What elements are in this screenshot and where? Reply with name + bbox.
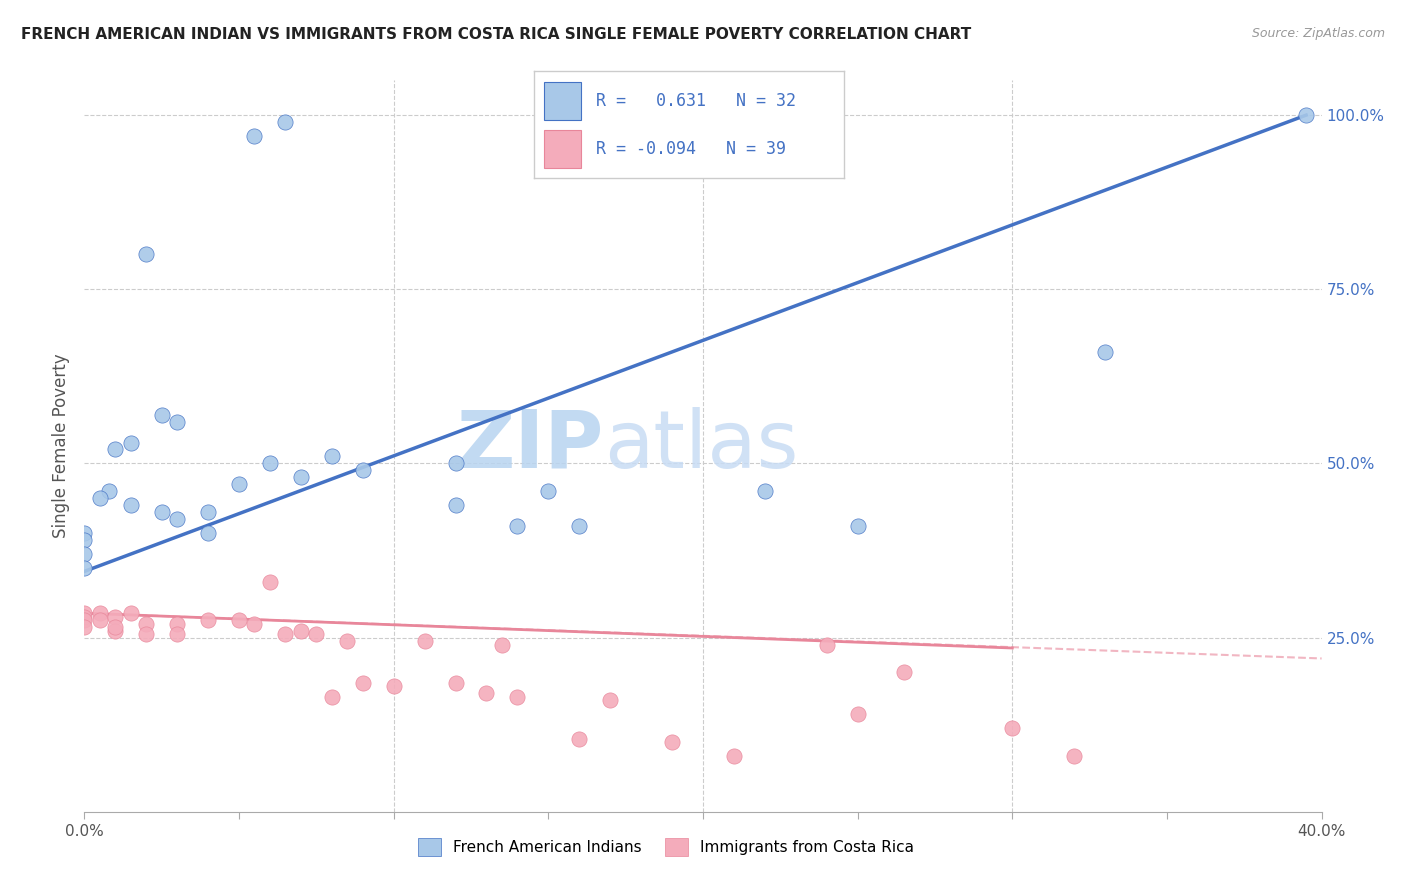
Point: [89, 491, 111, 506]
Point: [89, 613, 111, 627]
Point: [893, 665, 915, 680]
Point: [444, 676, 467, 690]
Point: [259, 457, 281, 471]
Point: [120, 606, 142, 620]
Point: [135, 627, 157, 641]
Point: [506, 519, 529, 533]
Point: [413, 634, 436, 648]
Point: [150, 505, 173, 519]
Point: [73, 606, 96, 620]
Point: [89, 606, 111, 620]
Point: [1001, 721, 1024, 735]
Point: [73, 620, 96, 634]
Point: [1063, 749, 1085, 764]
Point: [243, 616, 266, 631]
Point: [1295, 108, 1317, 122]
Point: [73, 547, 96, 561]
FancyBboxPatch shape: [544, 130, 581, 168]
Point: [73, 526, 96, 541]
Point: [120, 435, 142, 450]
Point: [599, 693, 621, 707]
Point: [243, 128, 266, 143]
Point: [73, 561, 96, 575]
FancyBboxPatch shape: [544, 82, 581, 120]
Point: [73, 609, 96, 624]
Point: [475, 686, 498, 700]
Point: [506, 690, 529, 704]
Point: [491, 638, 513, 652]
Point: [104, 620, 127, 634]
Point: [568, 519, 591, 533]
Point: [537, 484, 560, 499]
Point: [846, 519, 869, 533]
Point: [197, 613, 219, 627]
Point: [166, 616, 188, 631]
Point: [150, 408, 173, 422]
Point: [382, 679, 405, 693]
Point: [274, 627, 297, 641]
Point: [290, 624, 312, 638]
Point: [846, 707, 869, 722]
Point: [98, 484, 121, 499]
Point: [259, 574, 281, 589]
Point: [104, 624, 127, 638]
Point: [321, 450, 343, 464]
Point: [321, 690, 343, 704]
Point: [197, 526, 219, 541]
Point: [815, 638, 838, 652]
Point: [723, 749, 745, 764]
Point: [104, 609, 127, 624]
Point: [166, 627, 188, 641]
Text: atlas: atlas: [605, 407, 799, 485]
Point: [352, 676, 374, 690]
Point: [661, 735, 683, 749]
Point: [228, 477, 250, 491]
Point: [73, 613, 96, 627]
Point: [568, 731, 591, 746]
Text: Source: ZipAtlas.com: Source: ZipAtlas.com: [1251, 27, 1385, 40]
Point: [135, 247, 157, 261]
Point: [135, 616, 157, 631]
Point: [336, 634, 359, 648]
Point: [444, 457, 467, 471]
Point: [305, 627, 328, 641]
Text: ZIP: ZIP: [457, 407, 605, 485]
Legend: French American Indians, Immigrants from Costa Rica: French American Indians, Immigrants from…: [412, 831, 920, 863]
Text: R = -0.094   N = 39: R = -0.094 N = 39: [596, 140, 786, 158]
Point: [197, 505, 219, 519]
Point: [352, 463, 374, 477]
Point: [1094, 345, 1116, 359]
Point: [166, 512, 188, 526]
Point: [274, 115, 297, 129]
Point: [73, 533, 96, 547]
Text: R =   0.631   N = 32: R = 0.631 N = 32: [596, 92, 796, 110]
Point: [754, 484, 776, 499]
Point: [228, 613, 250, 627]
Y-axis label: Single Female Poverty: Single Female Poverty: [52, 354, 70, 538]
Point: [444, 498, 467, 512]
Point: [290, 470, 312, 484]
Text: FRENCH AMERICAN INDIAN VS IMMIGRANTS FROM COSTA RICA SINGLE FEMALE POVERTY CORRE: FRENCH AMERICAN INDIAN VS IMMIGRANTS FRO…: [21, 27, 972, 42]
Point: [104, 442, 127, 457]
Point: [120, 498, 142, 512]
Point: [166, 415, 188, 429]
